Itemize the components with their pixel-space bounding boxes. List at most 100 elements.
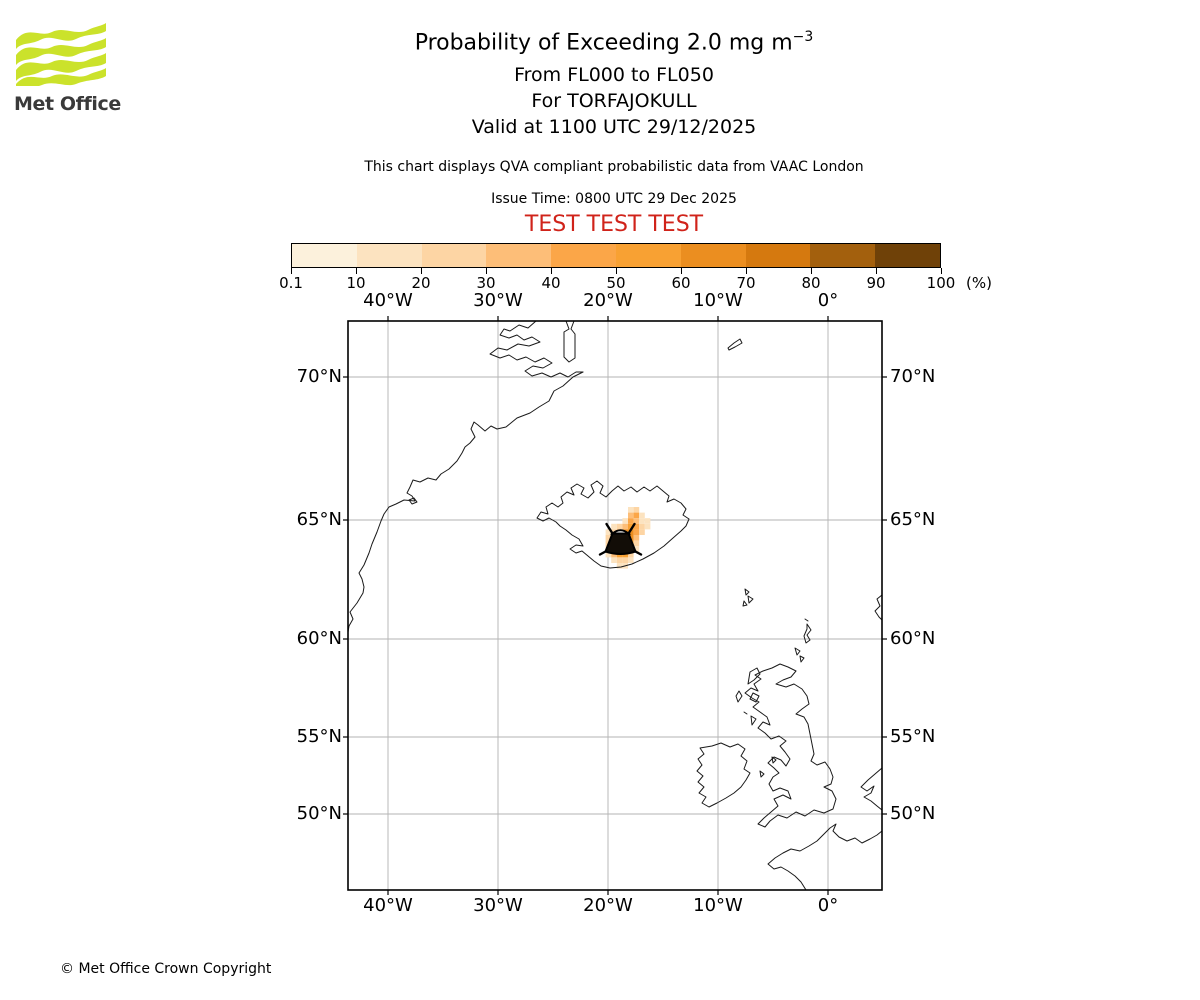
coast-greenland-islet [408,497,418,505]
ash-cell-14 [633,523,640,530]
lat-label-right-2: 60°N [890,628,936,649]
colorbar-tick-5 [616,268,617,274]
ash-cell-7 [633,518,640,524]
colorbar-tick-label-1: 10 [346,274,366,292]
lon-label-top-2: 20°W [583,290,633,311]
coast-greenland-peninsula [563,320,576,363]
lat-label-right-1: 65°N [890,509,936,530]
ash-cell-4 [639,512,645,519]
ash-cell-3 [633,512,640,519]
volcano-marker [598,522,643,556]
colorbar-segment-4 [551,244,616,267]
ash-cell-1 [633,507,640,513]
coast-iceland [536,480,690,569]
ash-cell-46 [628,551,634,558]
colorbar-segment-0 [292,244,357,267]
coastlines [347,320,883,891]
colorbar-tick-9 [876,268,877,274]
lat-label-left-4: 50°N [296,803,342,824]
met-office-logo-text: Met Office [14,93,121,115]
lat-label-left-0: 70°N [296,366,342,387]
chart-title-main: Probability of Exceeding 2.0 mg m [414,30,793,56]
test-banner: TEST TEST TEST [524,212,704,237]
colorbar-tick-label-8: 80 [801,274,821,292]
ash-cell-43 [611,551,617,558]
ash-cell-5 [622,518,628,524]
colorbar-tick-label-6: 60 [671,274,691,292]
volcano-horn-right [627,522,636,535]
coast-shetland [803,618,812,644]
colorbar-tick-label-5: 50 [606,274,626,292]
colorbar-unit-label: (%) [966,274,992,292]
coast-jan-mayen [727,338,743,351]
chart-title-exponent: −3 [792,29,814,45]
colorbar-segment-1 [356,244,422,267]
colorbar-segment-9 [875,244,940,267]
ash-cell-16 [644,523,651,530]
ash-cell-24 [605,535,612,541]
lon-label-top-4: 0° [817,290,839,311]
coast-orkney [794,647,805,663]
lat-label-left-1: 65°N [296,509,342,530]
subtitle-volcano: For TORFAJOKULL [531,90,697,112]
ash-cell-35 [633,540,640,547]
copyright-text: © Met Office Crown Copyright [60,961,272,977]
volcano-horn-left [605,522,614,535]
coast-anglesey [759,770,765,778]
subtitle-flight-levels: From FL000 to FL050 [514,64,714,86]
colorbar-segment-5 [615,244,681,267]
ash-cell-13 [628,523,634,530]
map [343,316,887,895]
colorbar-segment-7 [745,244,811,267]
colorbar-segment-6 [680,244,746,267]
lon-label-top-0: 40°W [363,290,413,311]
ash-cell-29 [633,535,640,541]
met-office-logo: Met Office [14,22,124,115]
colorbar [291,243,941,268]
colorbar-tick-2 [421,268,422,274]
ash-cell-8 [639,518,645,524]
colorbar-tick-1 [356,268,357,274]
ash-cell-15 [639,523,645,530]
chart-title: Probability of Exceeding 2.0 mg m−3 [14,29,1200,55]
lon-label-bottom-2: 20°W [583,895,633,916]
ash-cell-49 [622,557,628,563]
coast-france [767,823,883,891]
coast-greenland-fjords [489,320,584,378]
lat-label-right-0: 70°N [890,366,936,387]
lon-label-bottom-4: 0° [817,895,839,916]
colorbar-tick-label-10: 100 [926,274,956,292]
lon-label-bottom-1: 30°W [473,895,523,916]
ash-cell-50 [628,557,634,563]
lat-label-left-2: 60°N [296,628,342,649]
ash-cell-51 [616,563,623,569]
volcano-foot-left [598,550,607,556]
colorbar-tick-label-0: 0.1 [279,274,303,292]
lat-label-right-3: 55°N [890,726,936,747]
volcano-foot-right [634,550,643,556]
colorbar-tick-6 [681,268,682,274]
colorbar-tick-4 [551,268,552,274]
ash-cell-12 [622,523,628,530]
colorbar-tick-10 [941,268,942,274]
coast-ireland [696,742,751,808]
coast-greenland [347,371,584,633]
colorbar-tick-label-4: 40 [541,274,561,292]
colorbar-tick-7 [746,268,747,274]
colorbar-tick-label-2: 20 [411,274,431,292]
ash-cell-6 [628,518,634,524]
colorbar-segment-8 [810,244,876,267]
ash-cell-41 [633,546,640,552]
ash-cell-10 [611,523,617,530]
ash-cell-42 [605,551,612,558]
coast-hebrides [735,667,761,726]
colorbar-tick-label-7: 70 [736,274,756,292]
lon-label-bottom-0: 40°W [363,895,413,916]
ash-cell-47 [611,557,617,563]
met-office-waves-icon [16,23,106,88]
qva-source-note: This chart displays QVA compliant probab… [364,159,864,175]
coast-great-britain [744,663,837,828]
ash-cell-0 [628,507,634,513]
lon-label-bottom-3: 10°W [693,895,743,916]
lat-label-right-4: 50°N [890,803,936,824]
